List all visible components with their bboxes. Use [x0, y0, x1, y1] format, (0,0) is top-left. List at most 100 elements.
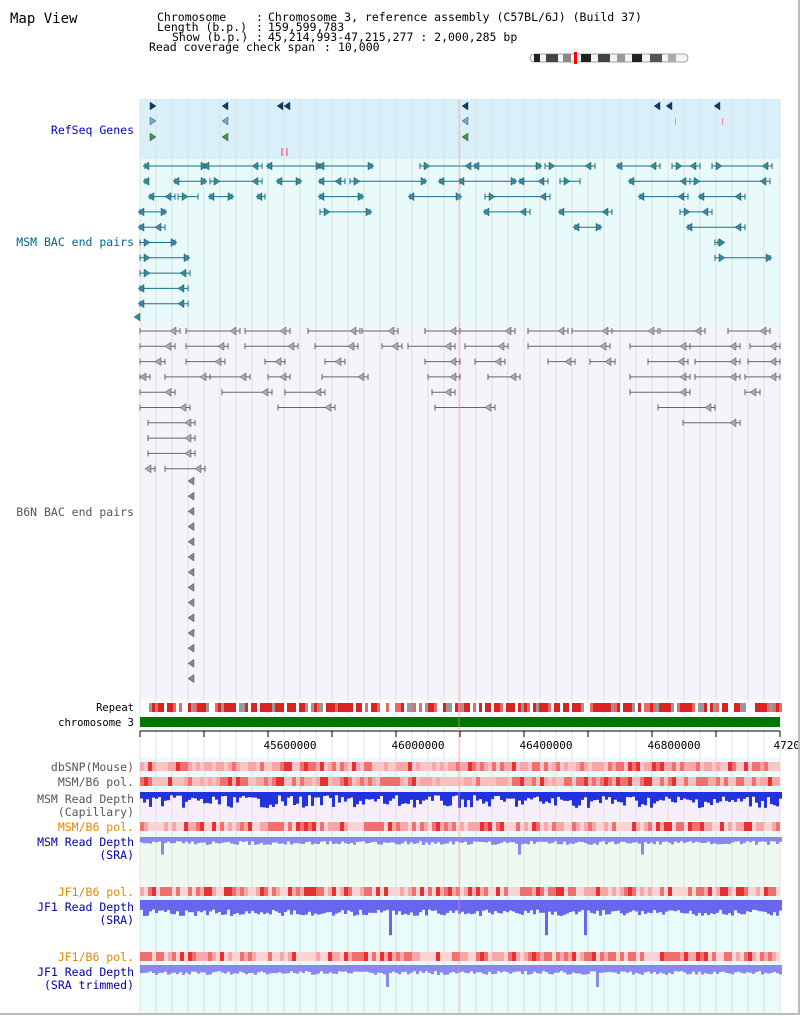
chromosome-ideogram[interactable]: [530, 52, 688, 64]
pol-heat-cell: [256, 777, 260, 786]
repeat-segment: [539, 703, 542, 712]
read-depth-bar: [443, 792, 446, 805]
pol-heat-cell: [316, 822, 320, 831]
b6n-bac-label[interactable]: B6N BAC end pairs: [16, 505, 134, 519]
pol-heat-cell: [432, 822, 436, 831]
pol-heat-cell: [368, 762, 372, 771]
pol-heat-cell: [712, 887, 716, 896]
read-depth-bar: [266, 792, 269, 808]
read-depth-bar: [578, 792, 581, 806]
pol-heat-cell: [532, 762, 536, 771]
read-depth-bar: [167, 792, 170, 800]
read-depth-bar: [275, 837, 278, 843]
read-depth-bar: [269, 965, 272, 973]
read-depth-bar: [740, 837, 743, 844]
read-depth-bar: [554, 900, 557, 912]
pol-heat-cell: [688, 887, 692, 896]
pol-heat-cell: [332, 822, 336, 831]
read-depth-bar: [395, 792, 398, 795]
pol-heat-cell: [320, 952, 324, 961]
read-depth-bar: [224, 900, 227, 914]
ruler-tick-label: 4720: [774, 739, 800, 752]
pol-heat-cell: [480, 952, 484, 961]
pol-heat-cell: [676, 762, 680, 771]
msm-depth-sra-label[interactable]: MSM Read Depth: [37, 835, 134, 849]
read-depth-bar: [155, 900, 158, 913]
read-depth-bar: [509, 837, 512, 842]
jf1-depth-trim-label[interactable]: JF1 Read Depth: [37, 965, 134, 979]
pol-heat-cell: [584, 887, 588, 896]
repeat-segment: [284, 703, 287, 712]
read-depth-bar: [518, 837, 521, 855]
msm-bac-label[interactable]: MSM BAC end pairs: [16, 235, 134, 249]
read-depth-bar: [365, 792, 368, 799]
repeat-segment: [266, 703, 269, 712]
pol-heat-cell: [272, 952, 276, 961]
dbsnp-label[interactable]: dbSNP(Mouse): [51, 760, 134, 774]
pol-heat-cell: [668, 822, 672, 831]
read-depth-bar: [488, 900, 491, 913]
read-depth-bar: [746, 900, 749, 911]
read-depth-bar: [713, 792, 716, 799]
pol-heat-cell: [256, 887, 260, 896]
pol-heat-cell: [768, 887, 772, 896]
pol-heat-cell: [580, 762, 584, 771]
repeat-segment: [557, 703, 560, 712]
read-depth-bar: [389, 837, 392, 842]
refseq-label[interactable]: RefSeq Genes: [51, 123, 134, 137]
read-depth-bar: [617, 900, 620, 910]
pol-heat-cell: [200, 822, 204, 831]
read-depth-bar: [164, 900, 167, 912]
pol-heat-cell: [468, 777, 472, 786]
refseq-mark: [286, 148, 288, 156]
read-depth-bar: [344, 965, 347, 971]
repeat-segment: [674, 703, 677, 712]
read-depth-bar: [455, 965, 458, 974]
pol-heat-cell: [248, 762, 252, 771]
msm-pol-label-2[interactable]: MSM/B6 pol.: [58, 820, 134, 834]
pol-heat-cell: [540, 822, 544, 831]
repeat-segment: [167, 703, 170, 712]
jf1-pol-label-1[interactable]: JF1/B6 pol.: [58, 885, 134, 899]
pol-heat-cell: [696, 777, 700, 786]
read-depth-bar: [566, 792, 569, 801]
read-depth-bar: [230, 900, 233, 916]
pol-heat-cell: [576, 952, 580, 961]
pol-heat-cell: [776, 952, 780, 961]
pol-heat-cell: [420, 822, 424, 831]
pol-heat-cell: [324, 762, 328, 771]
read-depth-bar: [626, 837, 629, 843]
read-depth-bar: [212, 792, 215, 797]
pol-heat-cell: [756, 822, 760, 831]
read-depth-bar: [176, 837, 179, 841]
repeat-segment: [755, 703, 758, 712]
pol-heat-cell: [736, 777, 740, 786]
pol-heat-cell: [224, 762, 228, 771]
pol-heat-cell: [236, 762, 240, 771]
jf1-depth-sra-label[interactable]: JF1 Read Depth: [37, 900, 134, 914]
read-depth-bar: [287, 965, 290, 973]
read-depth-bar: [374, 837, 377, 842]
pol-heat-cell: [232, 952, 236, 961]
read-depth-bar: [575, 900, 578, 914]
read-depth-bar: [470, 837, 473, 844]
read-depth-bar: [158, 837, 161, 841]
read-depth-bar: [656, 792, 659, 801]
msm-pol-label-1[interactable]: MSM/B6 pol.: [58, 775, 134, 789]
msm-depth-cap-label[interactable]: MSM Read Depth: [37, 792, 134, 806]
pol-heat-cell: [700, 952, 704, 961]
read-depth-bar: [284, 965, 287, 974]
jf1-pol-label-2[interactable]: JF1/B6 pol.: [58, 950, 134, 964]
read-depth-bar: [329, 837, 332, 841]
pol-heat-cell: [484, 887, 488, 896]
pol-heat-cell: [556, 762, 560, 771]
read-depth-bar: [281, 965, 284, 974]
pol-heat-cell: [340, 762, 344, 771]
pol-heat-cell: [612, 952, 616, 961]
read-depth-bar: [356, 965, 359, 972]
pol-heat-cell: [220, 887, 224, 896]
read-depth-bar: [455, 837, 458, 841]
repeat-segment: [725, 703, 728, 712]
pol-heat-cell: [140, 762, 144, 771]
pol-heat-cell: [628, 952, 632, 961]
